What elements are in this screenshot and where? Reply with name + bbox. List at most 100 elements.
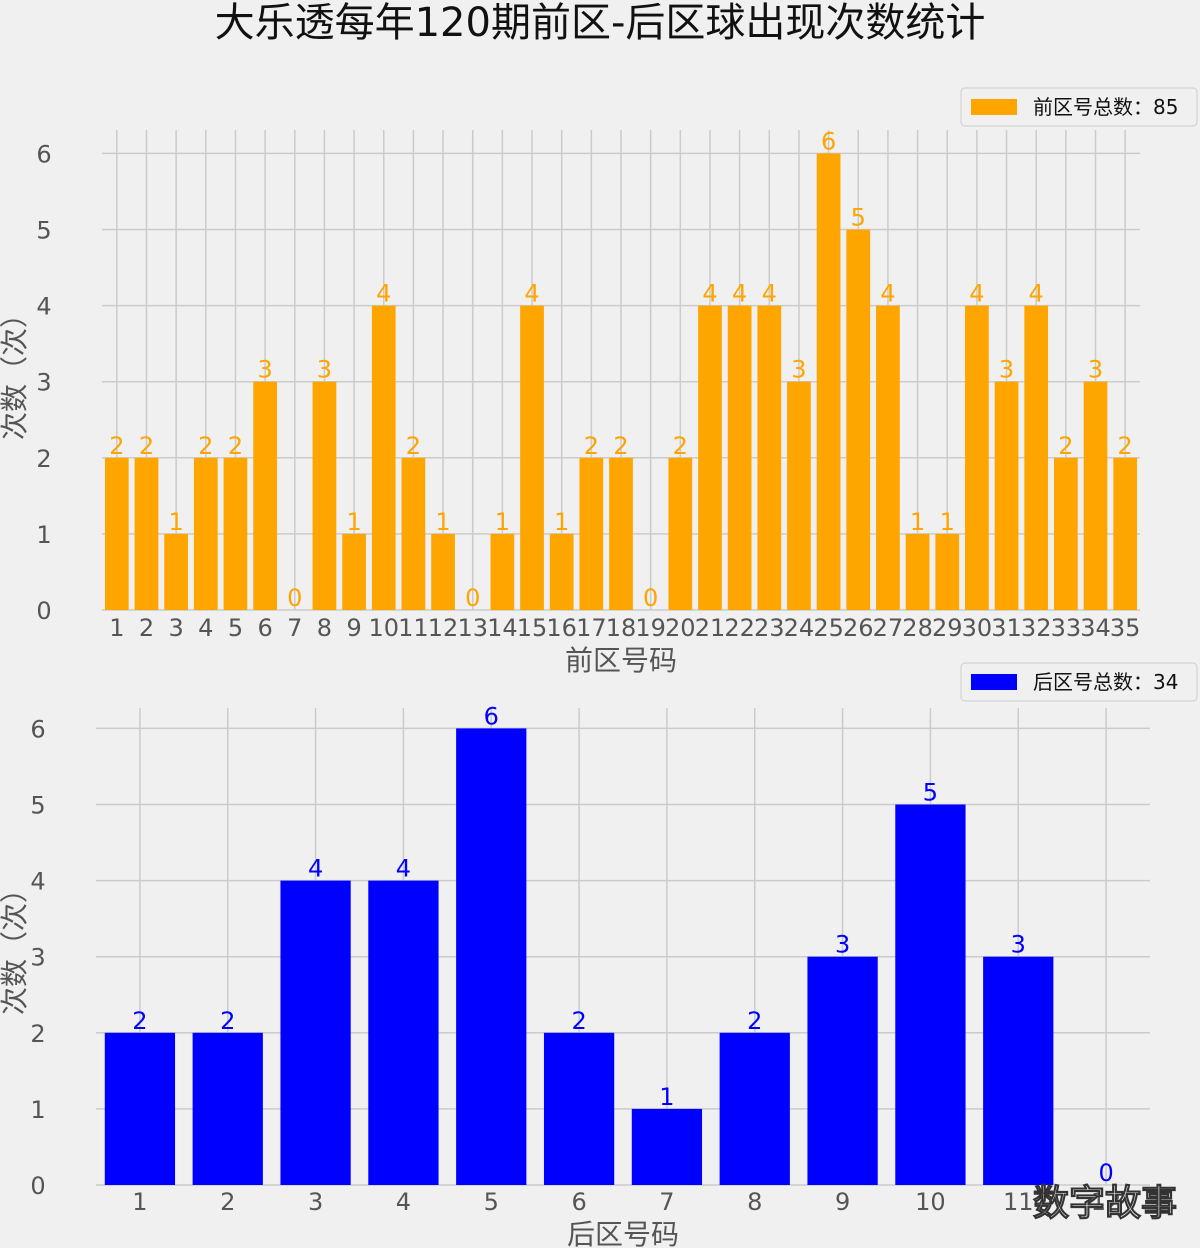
x-tick-label: 23 (754, 614, 785, 642)
bar (1053, 457, 1078, 610)
y-tick-label: 5 (36, 217, 51, 245)
x-tick-label: 7 (287, 614, 302, 642)
value-label: 4 (969, 280, 984, 308)
x-tick-label: 9 (346, 614, 361, 642)
x-axis-label: 后区号码 (567, 1218, 679, 1248)
value-label: 0 (1098, 1159, 1113, 1187)
bar (994, 381, 1019, 610)
y-tick-label: 1 (30, 1096, 45, 1124)
value-label: 3 (999, 356, 1014, 384)
x-tick-label: 6 (571, 1188, 586, 1216)
y-tick-label: 3 (30, 944, 45, 972)
bar (719, 1032, 790, 1185)
value-label: 2 (584, 432, 599, 460)
x-tick-label: 2 (220, 1188, 235, 1216)
legend-box (960, 662, 1198, 702)
x-tick-label: 22 (724, 614, 755, 642)
legend-swatch (971, 674, 1017, 690)
x-tick-label: 11 (398, 614, 429, 642)
value-label: 2 (198, 432, 213, 460)
x-tick-label: 5 (228, 614, 243, 642)
back-zone-chart: 0123456212243446526172839510311012后区号码次数… (0, 662, 1198, 1248)
x-tick-label: 29 (932, 614, 963, 642)
value-label: 3 (1011, 931, 1026, 959)
bar (134, 457, 159, 610)
value-label: 2 (228, 432, 243, 460)
value-label: 1 (659, 1083, 674, 1111)
bar (935, 533, 960, 610)
bar (342, 533, 366, 610)
value-label: 2 (747, 1007, 762, 1035)
bar (549, 533, 574, 610)
x-tick-label: 6 (257, 614, 272, 642)
bar (368, 880, 439, 1185)
y-axis-label: 次数（次） (0, 300, 31, 440)
value-label: 2 (109, 432, 124, 460)
x-tick-label: 2 (139, 614, 154, 642)
x-tick-label: 15 (517, 614, 548, 642)
x-tick-label: 16 (546, 614, 577, 642)
bar (192, 1032, 263, 1185)
bar (520, 305, 544, 610)
y-tick-label: 1 (36, 521, 51, 549)
bar (895, 804, 966, 1185)
value-label: 2 (132, 1007, 147, 1035)
x-tick-label: 21 (695, 614, 726, 642)
y-tick-label: 2 (36, 445, 51, 473)
value-label: 1 (940, 508, 955, 536)
watermark: 数字故事 (1033, 1183, 1177, 1224)
bar (223, 457, 248, 610)
value-label: 4 (376, 280, 391, 308)
x-tick-label: 14 (487, 614, 518, 642)
x-tick-label: 3 (169, 614, 184, 642)
value-label: 2 (673, 432, 688, 460)
x-tick-label: 28 (902, 614, 933, 642)
value-label: 4 (524, 280, 539, 308)
x-tick-label: 20 (665, 614, 696, 642)
value-label: 0 (465, 584, 480, 612)
x-tick-label: 30 (962, 614, 993, 642)
x-tick-label: 32 (1021, 614, 1052, 642)
x-tick-label: 3 (308, 1188, 323, 1216)
value-label: 1 (495, 508, 510, 536)
bar (401, 457, 426, 610)
y-axis-label: 次数（次） (0, 875, 31, 1015)
bar (698, 305, 722, 610)
x-tick-label: 10 (915, 1188, 946, 1216)
bar (816, 153, 841, 610)
y-tick-label: 6 (36, 140, 51, 168)
value-label: 2 (613, 432, 628, 460)
y-tick-label: 4 (36, 293, 51, 321)
value-label: 4 (308, 855, 323, 883)
x-tick-label: 24 (784, 614, 815, 642)
bar (609, 457, 633, 610)
bar (807, 956, 878, 1185)
chart-title: 大乐透每年120期前区-后区球出现次数统计 (215, 0, 986, 46)
legend: 后区号总数：34 (960, 662, 1198, 702)
value-label: 6 (484, 702, 499, 730)
x-tick-label: 34 (1080, 614, 1111, 642)
value-label: 2 (139, 432, 154, 460)
x-tick-label: 9 (835, 1188, 850, 1216)
bar (983, 956, 1054, 1185)
bar (312, 381, 337, 610)
front-zone-chart: 0123456212213242536073819410211112013114… (0, 87, 1198, 677)
bar (490, 533, 515, 610)
value-label: 4 (702, 280, 717, 308)
value-label: 3 (317, 356, 332, 384)
x-axis-label: 前区号码 (565, 644, 677, 677)
y-tick-label: 4 (30, 868, 45, 896)
x-tick-label: 7 (659, 1188, 674, 1216)
bar (905, 533, 930, 610)
x-tick-label: 11 (1003, 1188, 1034, 1216)
bar (280, 880, 351, 1185)
x-tick-label: 13 (457, 614, 488, 642)
value-label: 1 (435, 508, 450, 536)
value-label: 1 (169, 508, 184, 536)
value-label: 2 (1058, 432, 1073, 460)
value-label: 4 (762, 280, 777, 308)
x-tick-label: 8 (317, 614, 332, 642)
bar (456, 728, 527, 1185)
bar (876, 305, 900, 610)
